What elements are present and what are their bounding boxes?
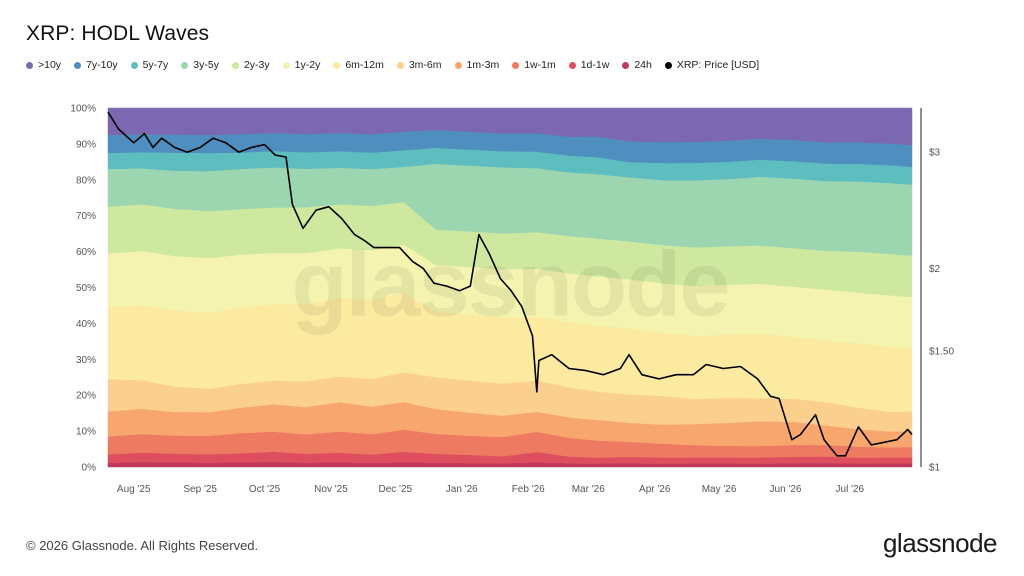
glassnode-logo: glassnode bbox=[882, 528, 998, 558]
area-gt10y bbox=[107, 107, 913, 146]
y-tick-label: 0% bbox=[82, 463, 97, 474]
x-tick-label: Jul '26 bbox=[836, 484, 865, 495]
stacked-areas bbox=[107, 107, 913, 468]
y-tick-label: 20% bbox=[76, 391, 96, 402]
legend-dot-icon bbox=[231, 61, 239, 69]
legend-dot-icon bbox=[396, 61, 404, 69]
y-tick-label: 80% bbox=[76, 175, 96, 186]
legend-label: >10y bbox=[38, 59, 62, 71]
legend-label: 3y-5y bbox=[193, 59, 219, 71]
legend-dot-icon bbox=[26, 61, 33, 69]
x-tick-label: Jan '26 bbox=[446, 484, 478, 495]
y-tick-label: 90% bbox=[76, 139, 96, 150]
legend-label: 24h bbox=[634, 59, 652, 71]
x-tick-label: Oct '25 bbox=[249, 484, 281, 495]
legend-item-6m-12m[interactable]: 6m-12m bbox=[333, 59, 384, 71]
y-tick-label: 60% bbox=[76, 247, 96, 258]
legend-label: 1y-2y bbox=[294, 59, 321, 71]
price-tick-label: $2 bbox=[929, 264, 941, 275]
legend-dot-icon bbox=[622, 61, 630, 69]
legend-item-5y-7y[interactable]: 5y-7y bbox=[130, 59, 169, 71]
legend-label: 3m-6m bbox=[408, 59, 442, 71]
legend-dot-icon bbox=[130, 61, 138, 69]
y-tick-label: 10% bbox=[76, 427, 96, 438]
legend-label: 2y-3y bbox=[243, 59, 270, 71]
legend-item-gt10y[interactable]: >10y bbox=[26, 59, 61, 71]
legend-label: 1d-1w bbox=[580, 59, 610, 71]
legend-item-1m-3m[interactable]: 1m-3m bbox=[454, 59, 500, 71]
legend-item-1d-1w[interactable]: 1d-1w bbox=[568, 59, 610, 71]
x-tick-label: May '26 bbox=[702, 484, 737, 495]
legend-label: 1m-3m bbox=[466, 59, 500, 71]
legend-item-price[interactable]: XRP: Price [USD] bbox=[664, 59, 760, 71]
legend-label: 1w-1m bbox=[524, 59, 556, 71]
legend-dot-icon bbox=[664, 61, 672, 69]
legend-item-24h[interactable]: 24h bbox=[622, 59, 652, 71]
legend-dot-icon bbox=[181, 61, 189, 69]
x-tick-label: Aug '25 bbox=[117, 484, 151, 495]
legend-item-2y-3y[interactable]: 2y-3y bbox=[231, 59, 270, 71]
x-tick-label: Mar '26 bbox=[572, 484, 605, 495]
price-line bbox=[107, 111, 913, 457]
legend: >10y 7y-10y 5y-7y 3y-5y 2y-3y 1y-2y 6m-12m 3m-6… bbox=[26, 59, 759, 71]
legend-label: XRP: Price [USD] bbox=[676, 59, 760, 71]
chart-title: XRP: HODL Waves bbox=[26, 22, 210, 45]
watermark: glassnode bbox=[291, 234, 728, 336]
legend-dot-icon bbox=[74, 61, 82, 69]
legend-dot-icon bbox=[454, 61, 462, 69]
y-tick-label: 30% bbox=[76, 355, 96, 366]
legend-dot-icon bbox=[333, 61, 341, 69]
legend-label: 6m-12m bbox=[345, 59, 384, 71]
legend-label: 5y-7y bbox=[142, 59, 169, 71]
legend-item-7y-10y[interactable]: 7y-10y bbox=[74, 59, 118, 71]
x-tick-label: Apr '26 bbox=[639, 484, 671, 495]
legend-dot-icon bbox=[282, 61, 290, 69]
legend-item-1w-1m[interactable]: 1w-1m bbox=[512, 59, 556, 71]
x-tick-label: Dec '25 bbox=[378, 484, 412, 495]
x-tick-label: Feb '26 bbox=[512, 484, 545, 495]
legend-dot-icon bbox=[512, 61, 520, 69]
y-tick-label: 100% bbox=[70, 104, 96, 115]
copyright-text: © 2026 Glassnode. All Rights Reserved. bbox=[26, 538, 259, 553]
legend-dot-icon bbox=[568, 61, 576, 69]
price-tick-label: $1 bbox=[929, 463, 941, 474]
legend-label: 7y-10y bbox=[86, 59, 118, 71]
x-tick-label: Jun '26 bbox=[770, 484, 802, 495]
y-tick-label: 70% bbox=[76, 211, 96, 222]
x-tick-label: Nov '25 bbox=[314, 484, 348, 495]
y-tick-label: 50% bbox=[76, 283, 96, 294]
price-tick-label: $3 bbox=[929, 148, 941, 159]
legend-item-3m-6m[interactable]: 3m-6m bbox=[396, 59, 442, 71]
x-tick-label: Sep '25 bbox=[183, 484, 217, 495]
legend-item-3y-5y[interactable]: 3y-5y bbox=[181, 59, 219, 71]
price-tick-label: $1.50 bbox=[929, 346, 954, 357]
y-tick-label: 40% bbox=[76, 319, 96, 330]
legend-item-1y-2y[interactable]: 1y-2y bbox=[282, 59, 321, 71]
